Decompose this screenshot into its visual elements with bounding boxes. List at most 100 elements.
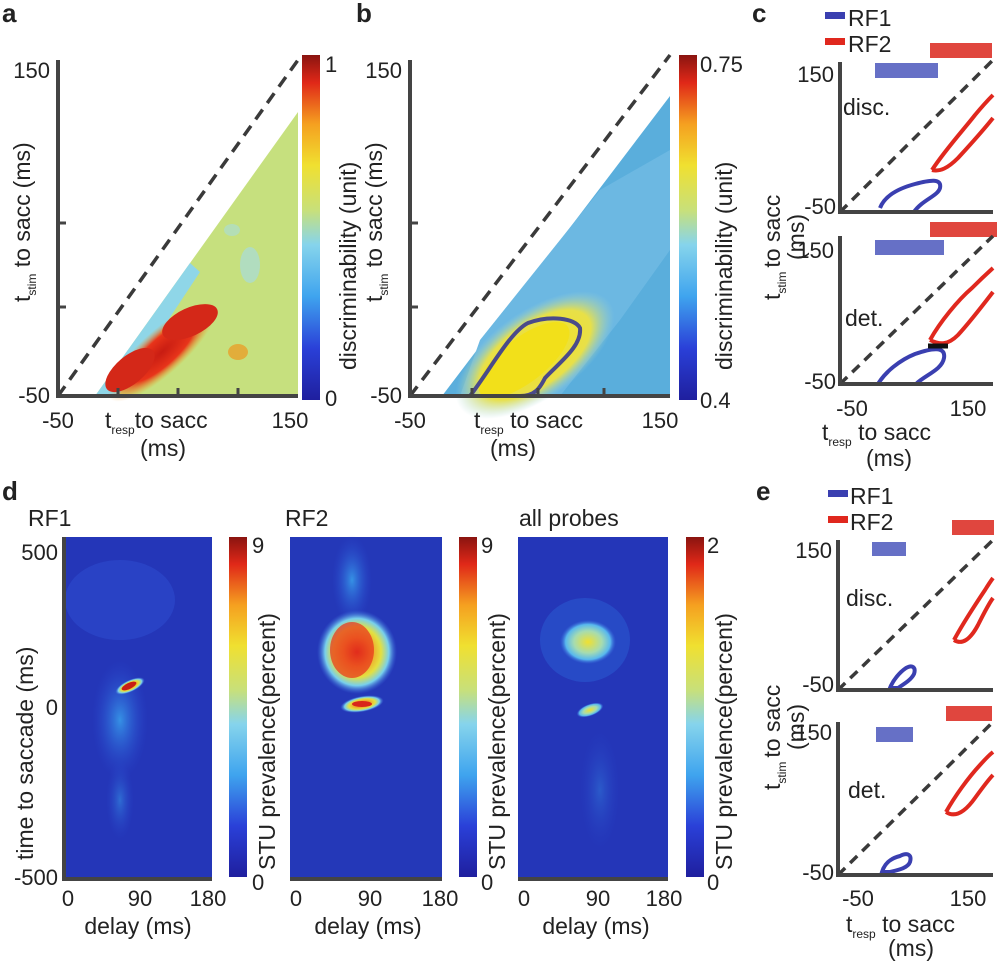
panel-c-bottom-rf1-contour [876,347,947,386]
panel-c-top-label: disc. [843,94,890,120]
panel-a-colorbar-bottom: 0 [325,386,337,411]
panel-a-xtick-150: 150 [272,408,309,433]
panel-b-contour [465,316,583,398]
panel-e-legend-rf2-swatch [828,516,848,523]
panel-d-colorbar-all [686,537,704,877]
panel-c-bottom-rf2-bar [930,222,997,237]
panel-c-top-ytick-neg50: -50 [804,194,836,219]
panel-b-xtick-neg50: -50 [394,408,426,433]
panel-d-rf2-xtick-90: 90 [358,886,382,911]
panel-a-x-label: trespto sacc [105,407,208,437]
panel-b-diagonal [408,53,672,398]
panel-e-bottom-rf1-bar [876,727,913,742]
panel-e-y-label: tstimto sacc (ms) [759,685,809,790]
panel-e-bottom-diagonal [836,720,995,877]
panel-c-top-diagonal [838,58,995,214]
panel-e-x-units: (ms) [888,935,934,961]
panel-d-title-rf2: RF2 [285,505,328,531]
svg-text:tstim to sacc(ms): tstim to sacc(ms) [361,142,391,302]
panel-d-rf2-xtick-180: 180 [422,886,459,911]
panel-d-colorbar-all-label: STU prevalence(percent) [711,613,737,870]
panel-a: a 150 -50 -50 150 tstim to sacc(ms) tres… [2,0,361,461]
panel-b-x-units: (ms) [490,435,536,461]
panel-d-colorbar-all-bottom: 0 [707,870,719,895]
panel-e-xtick-150: 150 [950,886,987,911]
panel-e-top-diagonal [836,538,995,692]
panel-c-bottom-ytick-150: 150 [797,238,834,263]
panel-c-xtick-150: 150 [950,396,987,421]
panel-e-xtick-neg50: -50 [842,886,874,911]
panel-d-title-rf1: RF1 [28,505,71,531]
panel-c-legend-rf2: RF2 [848,31,891,57]
panel-e-top-ytick-150: 150 [795,538,832,563]
panel-b-x-label: tresp to sacc [474,407,583,437]
svg-text:tstim to sacc(ms): tstim to sacc(ms) [9,142,39,302]
panel-d-colorbar-rf2-top: 9 [481,533,493,558]
panel-c-top-rf1-bar [875,63,938,78]
panel-a-heatmap [95,112,298,402]
panel-d-heatmap-all [518,537,668,879]
svg-text:(ms): (ms) [783,214,809,260]
panel-a-diagonal [56,58,300,398]
panel-a-y-label: tstim to sacc(ms) [9,142,39,302]
panel-d-rf2-xtick-0: 0 [290,886,302,911]
panel-d-heatmap-rf2 [290,535,442,879]
panel-d-all-xtick-180: 180 [646,886,683,911]
panel-d-colorbar-rf1-bottom: 0 [252,870,264,895]
panel-b-colorbar-bottom: 0.4 [700,388,731,413]
panel-d-colorbar-rf2-label: STU prevalence(percent) [484,613,510,870]
panel-c-xtick-neg50: -50 [836,396,868,421]
panel-a-letter: a [2,0,17,28]
panel-d-colorbar-rf2 [459,537,477,877]
panel-a-colorbar-label: discriminability (unit) [335,162,361,370]
panel-d-colorbar-rf1 [229,537,247,877]
panel-b-colorbar [679,55,697,400]
panel-a-ytick-neg50: -50 [18,383,50,408]
panel-d-colorbar-rf1-top: 9 [252,533,264,558]
panel-b-colorbar-label: discriminability (unit) [711,162,737,370]
panel-c-top-rf1-contour [878,178,943,214]
panel-b-letter: b [356,0,372,28]
panel-e: e RF1 RF2 disc. 150 -50 det. 150 -50 -50… [756,476,995,961]
panel-e-bottom-ytick-150: 150 [795,720,832,745]
panel-b-colorbar-top: 0.75 [700,52,743,77]
panel-c-bottom-label: det. [845,305,883,331]
panel-c-legend-rf1: RF1 [848,5,891,31]
panel-d-colorbar-all-top: 2 [707,533,719,558]
svg-text:tstimto sacc: tstimto sacc [759,195,789,300]
panel-b: b 150 -50 -50 150 tstim to sacc(ms) tres… [356,0,743,461]
panel-e-letter: e [756,476,770,506]
panel-c-bottom-ytick-neg50: -50 [804,369,836,394]
panel-c-legend-rf2-swatch [825,38,845,45]
panel-e-bottom-rf1-contour [879,852,913,874]
panel-c-bottom-rf2-contour [928,266,995,346]
panel-c-x-label: tresp to sacc [822,419,931,449]
panel-d-rf1-xtick-90: 90 [128,886,152,911]
panel-d-all-x-label: delay (ms) [542,913,649,939]
svg-text:tstimto sacc: tstimto sacc [759,685,789,790]
panel-b-ytick-neg50: -50 [370,383,402,408]
panel-e-legend-rf1-swatch [828,490,848,497]
panel-a-colorbar [302,55,320,400]
panel-d-rf1-x-label: delay (ms) [84,913,191,939]
panel-b-ytick-150: 150 [365,58,402,83]
panel-e-top-rf1-bar [872,542,906,556]
panel-d-rf2-x-label: delay (ms) [314,913,421,939]
panel-c-bottom-rf1-bar [875,240,944,255]
panel-d-colorbar-rf1-label: STU prevalence(percent) [254,613,280,870]
panel-e-top-rf1-contour [887,664,917,690]
panel-c-top-ytick-150: 150 [797,62,834,87]
panel-b-y-label: tstim to sacc(ms) [361,142,391,302]
panel-e-top-rf2-bar [952,520,994,535]
panel-e-top-label: disc. [846,585,893,611]
panel-e-legend-rf2: RF2 [850,509,893,535]
panel-e-bottom-rf2-bar [946,706,992,721]
panel-b-xtick-150: 150 [642,408,679,433]
panel-c: c RF1 RF2 disc. 150 -50 det. 150 -50 -50… [752,0,997,471]
panel-c-bottom-diagonal [838,234,995,386]
panel-d-letter: d [2,476,18,506]
panel-c-top-rf2-bar [930,43,992,58]
panel-d-y-label: time to saccade (ms) [12,647,38,860]
panel-e-top-rf2-contour [952,576,995,644]
